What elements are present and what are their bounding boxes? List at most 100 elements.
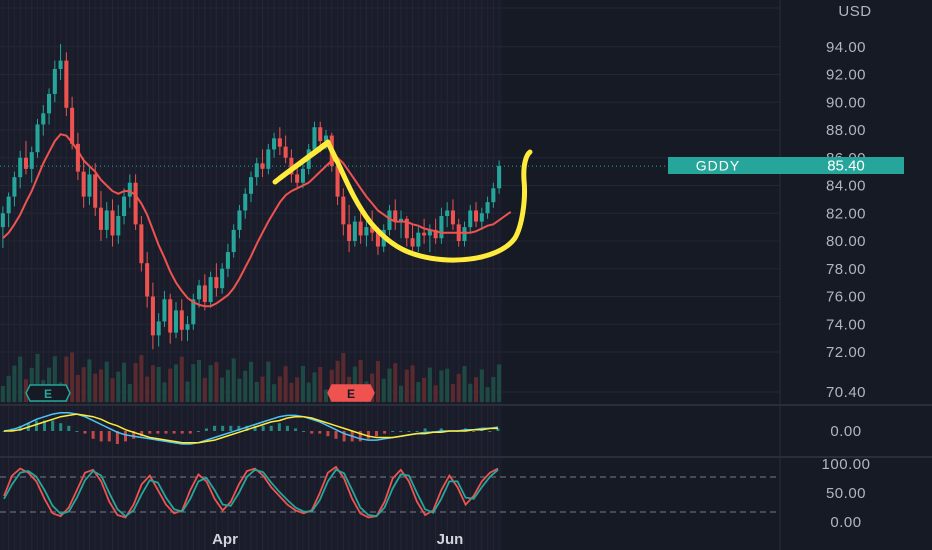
volume-bar	[399, 385, 404, 402]
macd-histogram-bar	[285, 425, 289, 431]
candle-body	[491, 188, 496, 203]
candle-body	[214, 277, 219, 289]
macd-histogram	[2, 420, 500, 444]
currency-label[interactable]: USD	[838, 3, 871, 20]
volume-bar	[474, 377, 479, 402]
volume-bar	[81, 367, 86, 402]
stoch-axis-tick: 100.00	[822, 456, 871, 473]
price-axis-tick: 84.00	[826, 178, 866, 195]
price-axis[interactable]: 98.0094.0092.0090.0088.0086.0084.0082.00…	[822, 0, 871, 531]
volume-bar	[168, 368, 173, 402]
ticker-badge[interactable]: GDDY	[668, 157, 780, 174]
macd-histogram-bar	[269, 425, 273, 431]
macd-histogram-bar	[496, 428, 500, 431]
candle-body	[139, 224, 144, 264]
candle-body	[116, 216, 121, 236]
candle-body	[352, 221, 357, 241]
price-axis-tick: 90.00	[826, 94, 866, 111]
candle-body	[341, 196, 346, 225]
ticker-symbol: GDDY	[696, 158, 740, 174]
macd-histogram-bar	[132, 431, 136, 439]
volume-bar	[156, 367, 161, 402]
candle-body	[127, 182, 132, 197]
volume-bar	[416, 382, 421, 402]
macd-histogram-bar	[91, 431, 95, 439]
candle-body	[6, 196, 11, 214]
earnings-marker-1[interactable]: E	[25, 384, 71, 402]
volume-bar	[254, 382, 259, 402]
macd-histogram-bar	[407, 431, 411, 432]
stoch-k-line	[3, 465, 499, 519]
candle-body	[133, 182, 138, 225]
volume-bar	[318, 367, 323, 402]
macd-histogram-bar	[213, 425, 217, 431]
price-axis-tick: 92.00	[826, 67, 866, 84]
volume-bar	[277, 376, 282, 402]
volume-bar	[295, 377, 300, 402]
volume-bar	[214, 362, 219, 402]
macd-histogram-bar	[294, 428, 298, 431]
volume-bar	[52, 356, 57, 402]
candle-body	[156, 321, 161, 336]
volume-bar	[220, 377, 225, 402]
candle-body	[64, 60, 69, 108]
macd-histogram-bar	[326, 431, 330, 437]
macd-histogram-bar	[383, 431, 387, 434]
volume-bar	[381, 378, 386, 402]
candle-body	[243, 193, 248, 211]
volume-bar	[479, 369, 484, 402]
hand-drawn-peak-annotation	[277, 139, 339, 181]
volume-bar	[12, 365, 17, 402]
volume-bars	[0, 352, 502, 402]
currency-label-bg	[818, 0, 892, 22]
last-price-badge[interactable]: 85.40	[780, 157, 904, 175]
candle-body	[18, 157, 23, 178]
volume-bar	[150, 365, 155, 402]
macd-histogram-bar	[188, 431, 192, 434]
macd-histogram-bar	[399, 431, 403, 432]
macd-histogram-bar	[107, 431, 111, 442]
time-axis-label-apr: Apr	[212, 531, 238, 548]
volume-bar	[243, 370, 248, 402]
volume-bar	[433, 385, 438, 402]
vertical-gridlines	[2, 0, 500, 550]
candle-body	[462, 227, 467, 241]
price-axis-tick: 70.40	[826, 384, 866, 401]
macd-histogram-bar	[431, 431, 435, 432]
macd-histogram-bar	[196, 431, 200, 432]
macd-histogram-bar	[99, 431, 103, 442]
macd-histogram-bar	[172, 431, 176, 434]
stoch-axis-tick: 50.00	[826, 485, 866, 502]
volume-bar	[231, 358, 236, 402]
earnings-marker-2[interactable]: E	[327, 384, 375, 402]
macd-histogram-bar	[261, 425, 265, 431]
candle-body	[283, 146, 288, 158]
volume-bar	[225, 369, 230, 402]
candle-body	[497, 166, 502, 189]
candle-body	[52, 68, 57, 94]
candle-body	[323, 135, 329, 142]
volume-bar	[491, 377, 496, 402]
macd-histogram-bar	[302, 431, 306, 432]
macd-histogram-bar	[204, 428, 208, 431]
candle-body	[41, 113, 46, 125]
candle-body	[445, 210, 450, 217]
macd-histogram-bar	[334, 431, 338, 439]
macd-histogram-bar	[488, 431, 492, 432]
volume-bar	[104, 361, 109, 402]
volume-bar	[98, 369, 103, 402]
candle-body	[93, 174, 98, 208]
macd-histogram-bar	[221, 425, 225, 431]
candle-body	[145, 263, 150, 297]
volume-bar	[300, 366, 305, 402]
volume-bar	[139, 355, 144, 402]
candle-body	[450, 210, 455, 225]
candle-body	[104, 210, 109, 230]
time-axis[interactable]: Apr Jun	[212, 531, 463, 548]
candle-body	[70, 107, 75, 144]
last-price-value: 85.40	[827, 158, 865, 175]
macd-signal-line	[4, 413, 498, 444]
volume-bar	[18, 356, 23, 402]
volume-bar	[122, 362, 127, 402]
